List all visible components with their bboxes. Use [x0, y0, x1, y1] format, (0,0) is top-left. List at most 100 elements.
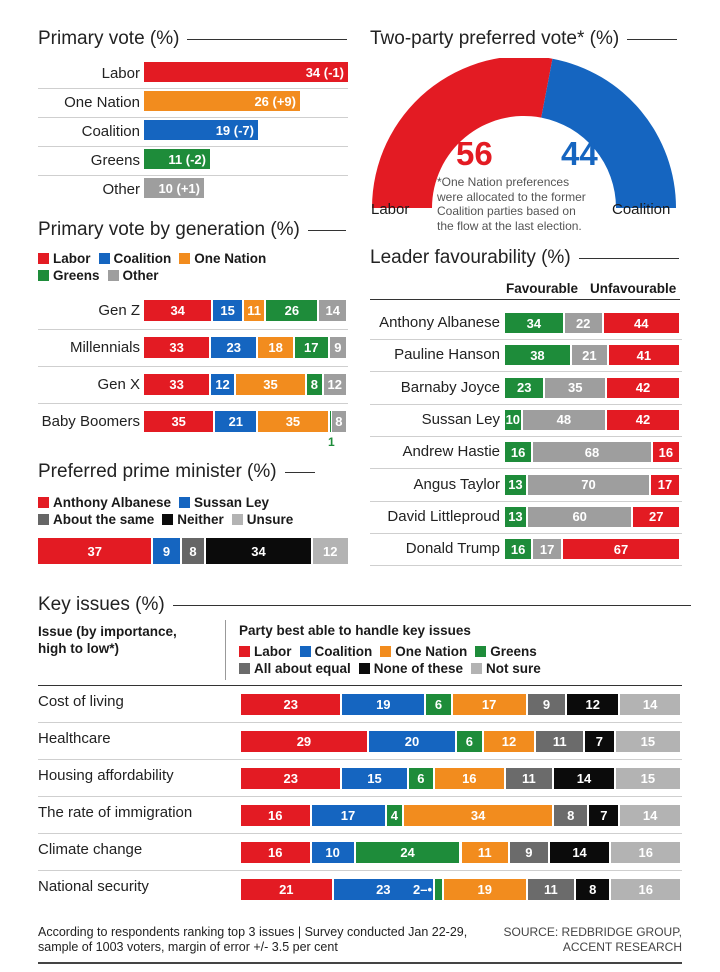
issues-row-label: Cost of living — [38, 693, 124, 710]
ppm-legend-item: Sussan Ley — [179, 494, 269, 511]
legend-label: Coalition — [314, 644, 373, 659]
leader-col-favourable: Favourable — [506, 281, 579, 296]
row-divider — [370, 532, 682, 534]
primary-bar: 34 (-1) — [144, 62, 348, 82]
generation-segment: 35 — [258, 411, 328, 432]
generation-segment: 17 — [294, 337, 328, 358]
issues-segment: 34 — [404, 805, 553, 826]
issues-col-issue: Issue (by importance, high to low*) — [38, 624, 177, 656]
issues-segment: 11 — [461, 842, 508, 863]
issues-segment: 19 — [342, 694, 425, 715]
issues-legend: Labor Coalition One Nation Greens All about … — [239, 643, 599, 677]
legend-label: Sussan Ley — [194, 495, 270, 510]
legend-swatch — [471, 663, 483, 674]
generation-legend-item: Other — [107, 267, 159, 284]
leader-col-unfavourable: Unfavourable — [590, 281, 677, 296]
legend-swatch — [231, 514, 243, 525]
row-divider — [370, 371, 682, 373]
generation-segment: 33 — [144, 374, 210, 395]
issues-segment: 14 — [549, 842, 610, 863]
issues-legend-item: Not sure — [471, 660, 541, 677]
generation-row-label: Millennials — [69, 339, 140, 356]
legend-label: Neither — [177, 512, 224, 527]
legend-swatch — [162, 514, 174, 525]
issues-title: Key issues (%) — [38, 594, 691, 616]
leader-segment: 27 — [633, 506, 679, 527]
legend-label: Anthony Albanese — [53, 495, 172, 510]
legend-swatch — [107, 270, 119, 281]
issues-note: 2–• — [413, 882, 433, 897]
ppm-title: Preferred prime minister (%) — [38, 461, 315, 483]
generation-segment: 11 — [243, 300, 265, 321]
leader-segment: 35 — [545, 377, 606, 398]
legend-label: Labor — [254, 644, 292, 659]
generation-segment: 34 — [144, 300, 212, 321]
legend-label: All about equal — [254, 661, 351, 676]
issues-segment: 20 — [368, 731, 456, 752]
column-divider — [225, 620, 226, 680]
issues-segment: 8 — [576, 879, 610, 900]
issues-col-party: Party best able to handle key issues — [239, 623, 471, 638]
issues-segment: 17 — [311, 805, 385, 826]
tpp-labor-value: 56 — [456, 135, 493, 172]
issues-legend-item: Labor — [239, 643, 292, 660]
legend-swatch — [38, 270, 49, 281]
tpp-coalition-value: 44 — [561, 135, 598, 172]
issues-segment: 19 — [443, 879, 526, 900]
generation-segment: 35 — [235, 374, 306, 395]
row-divider — [38, 403, 348, 404]
generation-segment: 26 — [266, 300, 318, 321]
row-divider — [370, 339, 682, 340]
issues-segment: 23 — [333, 879, 434, 900]
leader-segment: 10 — [505, 409, 521, 430]
footer-source: SOURCE: REDBRIDGE GROUP, ACCENT RESEARCH — [503, 925, 682, 954]
issues-segment: 16 — [435, 768, 504, 789]
leader-row-label: Andrew Hastie — [402, 443, 500, 461]
ppm-legend-item: Anthony Albanese — [38, 494, 171, 511]
leader-segment: 16 — [505, 442, 532, 463]
issues-segment: 14 — [620, 694, 680, 715]
legend-label: Greens — [490, 644, 537, 659]
row-divider — [38, 146, 348, 147]
primary-row-label: One Nation — [64, 94, 140, 111]
issues-segment — [435, 879, 442, 900]
issues-legend-item: None of these — [358, 660, 463, 677]
leader-row-label: Angus Taylor — [413, 475, 500, 493]
issues-segment: 11 — [536, 731, 583, 752]
issues-legend-item: All about equal — [239, 660, 351, 677]
primary-row-label: Coalition — [81, 123, 140, 140]
issues-segment: 8 — [554, 805, 588, 826]
issues-segment: 16 — [241, 805, 310, 826]
legend-label: Labor — [53, 251, 91, 266]
leader-segment: 67 — [563, 539, 679, 560]
primary-bar: 19 (-7) — [144, 120, 258, 140]
leader-segment: 68 — [533, 442, 651, 463]
issues-segment: 24 — [355, 842, 460, 863]
row-divider — [370, 435, 682, 437]
issues-segment: 6 — [426, 694, 451, 715]
row-divider — [370, 468, 682, 470]
primary-bar: 10 (+1) — [144, 178, 204, 198]
row-divider — [38, 796, 682, 797]
legend-label: One Nation — [395, 644, 468, 659]
ppm-segment: 8 — [181, 538, 205, 564]
issues-segment: 15 — [615, 768, 680, 789]
title-rule — [627, 38, 678, 40]
issues-segment: 10 — [311, 842, 354, 863]
issues-segment: 17 — [452, 694, 526, 715]
ppm-segment: 12 — [312, 538, 348, 564]
row-divider — [38, 870, 682, 871]
issues-segment: 9 — [510, 842, 548, 863]
row-divider — [370, 403, 682, 405]
generation-row-label: Baby Boomers — [41, 413, 140, 430]
issues-segment: 11 — [527, 879, 575, 900]
issues-segment: 4 — [386, 805, 403, 826]
row-divider — [38, 833, 682, 834]
legend-swatch — [179, 253, 191, 264]
tpp-arc-chart — [372, 58, 676, 208]
leader-segment: 23 — [505, 377, 544, 398]
leader-row-label: Pauline Hanson — [394, 346, 500, 364]
leader-segment: 48 — [522, 409, 606, 430]
generation-row-label: Gen Z — [98, 302, 140, 319]
title-rule — [187, 38, 348, 40]
